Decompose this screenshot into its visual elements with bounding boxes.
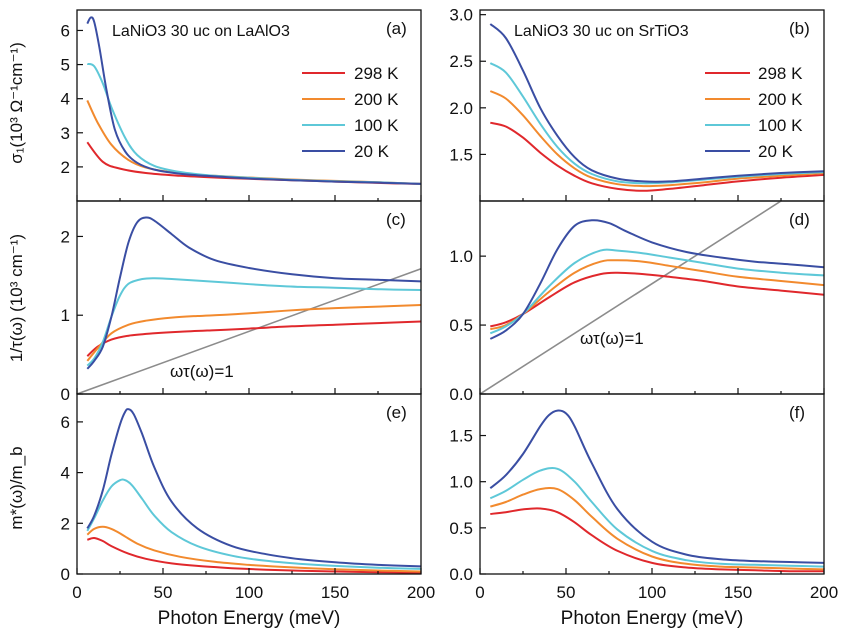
y-tick-label-d: 0.5 xyxy=(449,316,473,335)
y-tick-label-a: 2 xyxy=(61,158,70,177)
panel-f: 0.0 0.5 1.0 1.5 0 50 100 150 200 xyxy=(449,393,838,602)
y-tick-label-d: 1.0 xyxy=(449,247,473,266)
panel-c-letter: (c) xyxy=(386,210,406,229)
x-tick-label-f: 0 xyxy=(475,583,484,602)
panel-e-letter: (e) xyxy=(386,403,407,422)
series-e-100k xyxy=(86,478,421,570)
legend-a-label-20: 20 K xyxy=(354,142,390,161)
panel-f-letter: (f) xyxy=(789,403,805,422)
y-axis-label-mass: m*(ω)/m_b xyxy=(7,446,26,529)
y-tick-label-b: 3.0 xyxy=(449,6,473,25)
panel-a-letter: (a) xyxy=(386,19,407,38)
series-a-20k xyxy=(86,16,421,185)
series-d-20k xyxy=(489,219,824,340)
series-f-100k xyxy=(489,467,824,568)
y-tick-label-b: 1.5 xyxy=(449,145,473,164)
series-f-20k xyxy=(489,409,824,564)
series-f-200k xyxy=(490,487,824,571)
y-axis-label-sigma: σ₁(10³ Ω⁻¹cm⁻¹) xyxy=(7,42,26,163)
panel-c: 0 1 2 xyxy=(61,200,422,404)
legend-b: 298 K 200 K 100 K 20 K xyxy=(705,64,803,161)
y-tick-label-e: 0 xyxy=(61,565,70,584)
plot-frame-c xyxy=(76,200,422,395)
panel-e: 0 2 4 6 0 50 100 150 200 xyxy=(61,393,435,602)
reference-line-d xyxy=(480,201,782,394)
y-tick-label-c: 1 xyxy=(61,306,70,325)
y-tick-label-e: 2 xyxy=(61,514,70,533)
y-tick-label-a: 6 xyxy=(61,21,70,40)
annotation-c: ωτ(ω)=1 xyxy=(170,362,234,381)
series-f-298k xyxy=(490,507,824,573)
series-b-20k xyxy=(489,23,824,183)
legend-a-label-200: 200 K xyxy=(354,90,399,109)
x-tick-label-f: 150 xyxy=(724,583,752,602)
series-b-298k xyxy=(490,121,824,192)
x-axis-label-right: Photon Energy (meV) xyxy=(561,608,744,629)
x-axis-label-left: Photon Energy (meV) xyxy=(158,608,341,629)
panel-d-letter: (d) xyxy=(789,210,810,229)
x-tick-label-f: 100 xyxy=(638,583,666,602)
y-tick-label-c: 0 xyxy=(61,385,70,404)
y-tick-label-b: 2.0 xyxy=(449,99,473,118)
y-axis-label-scattering: 1/τ(ω) (10³ cm⁻¹) xyxy=(7,234,26,362)
y-tick-label-c: 2 xyxy=(61,227,70,246)
y-tick-label-a: 3 xyxy=(61,124,70,143)
series-c-200k xyxy=(86,304,421,362)
y-tick-label-f: 0.5 xyxy=(449,519,473,538)
legend-b-label-200: 200 K xyxy=(758,90,803,109)
annotation-d: ωτ(ω)=1 xyxy=(580,329,644,348)
x-tick-label-f: 50 xyxy=(557,583,576,602)
plot-frame-f xyxy=(479,393,825,575)
y-tick-label-f: 0.0 xyxy=(449,565,473,584)
x-tick-label-e: 0 xyxy=(72,583,81,602)
plot-layer: 2 3 4 5 6 1.5 2.0 2.5 3.0 0 1 2 0.0 0.5 1.0 0 2 4 6 0 50 100 1… xyxy=(61,6,839,602)
legend-a-label-100: 100 K xyxy=(354,116,399,135)
series-c-20k xyxy=(86,216,421,370)
panel-b-letter: (b) xyxy=(789,19,810,38)
y-tick-label-d: 0.0 xyxy=(449,385,473,404)
x-tick-label-e: 200 xyxy=(407,583,435,602)
y-tick-label-f: 1.0 xyxy=(449,473,473,492)
reference-line-c xyxy=(77,267,421,394)
y-tick-label-a: 5 xyxy=(61,56,70,75)
series-b-200k xyxy=(489,90,824,188)
legend-b-label-298: 298 K xyxy=(758,64,803,83)
series-e-298k xyxy=(86,536,421,574)
plot-frame-e xyxy=(76,393,422,575)
y-tick-label-a: 4 xyxy=(61,90,70,109)
y-tick-label-e: 4 xyxy=(61,464,70,483)
legend-a-label-298: 298 K xyxy=(354,64,399,83)
series-c-298k xyxy=(86,320,421,357)
y-tick-label-f: 1.5 xyxy=(449,427,473,446)
legend-b-label-100: 100 K xyxy=(758,116,803,135)
x-tick-label-e: 150 xyxy=(321,583,349,602)
legend-a: 298 K 200 K 100 K 20 K xyxy=(302,64,399,161)
x-tick-label-f: 200 xyxy=(810,583,838,602)
series-e-200k xyxy=(86,525,421,573)
y-tick-label-e: 6 xyxy=(61,413,70,432)
panel-b-title: LaNiO3 30 uc on SrTiO3 xyxy=(514,23,689,40)
legend-b-label-20: 20 K xyxy=(758,142,794,161)
panel-a-title: LaNiO3 30 uc on LaAlO3 xyxy=(112,23,290,40)
series-d-100k xyxy=(489,248,824,335)
plot-frame-d xyxy=(479,200,825,395)
x-tick-label-e: 50 xyxy=(154,583,173,602)
y-tick-label-b: 2.5 xyxy=(449,52,473,71)
x-tick-label-e: 100 xyxy=(235,583,263,602)
series-e-20k xyxy=(86,408,421,568)
panel-d: 0.0 0.5 1.0 xyxy=(449,200,825,404)
